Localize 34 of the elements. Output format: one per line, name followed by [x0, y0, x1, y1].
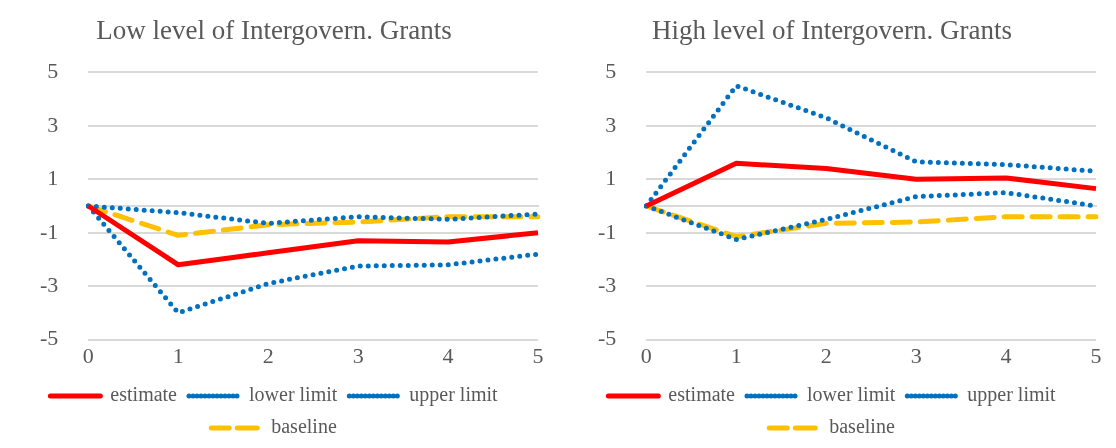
legend-label: estimate [110, 383, 178, 406]
legend-label: estimate [668, 383, 736, 406]
x-tick-label: 2 [820, 342, 832, 368]
x-tick-label: 4 [442, 342, 454, 368]
legend-label: lower limit [249, 383, 338, 406]
x-tick-label: 0 [82, 342, 94, 368]
chart-title: Low level of Intergovern. Grants [96, 15, 452, 46]
y-tick-label: 3 [605, 111, 617, 137]
y-tick-label: 1 [47, 165, 59, 191]
y-tick-label: 5 [47, 58, 59, 84]
legend-label: baseline [271, 415, 337, 438]
legend-label: upper limit [967, 383, 1057, 407]
y-tick-label: -1 [598, 218, 617, 244]
x-tick-label: 3 [352, 342, 364, 368]
x-tick-label: 4 [1000, 342, 1012, 368]
x-tick-label: 3 [910, 342, 922, 368]
legend-label: upper limit [409, 383, 499, 407]
x-tick-label: 2 [262, 342, 274, 368]
x-tick-label: 5 [1090, 342, 1102, 368]
y-tick-label: -1 [40, 218, 59, 244]
x-tick-label: 0 [640, 342, 652, 368]
y-tick-label: 3 [47, 111, 59, 137]
legend-label: baseline [829, 415, 895, 438]
y-tick-label: 1 [605, 165, 617, 191]
legend-label: lower limit [807, 383, 896, 406]
y-tick-label: -5 [598, 325, 617, 351]
x-tick-label: 1 [730, 342, 742, 368]
chart-title: High level of Intergovern. Grants [651, 15, 1013, 46]
y-tick-label: 5 [605, 58, 617, 84]
x-tick-label: 1 [172, 342, 184, 368]
y-tick-label: -3 [598, 271, 617, 297]
y-tick-label: -5 [40, 325, 59, 351]
x-tick-label: 5 [532, 342, 544, 368]
y-tick-label: -3 [40, 271, 59, 297]
